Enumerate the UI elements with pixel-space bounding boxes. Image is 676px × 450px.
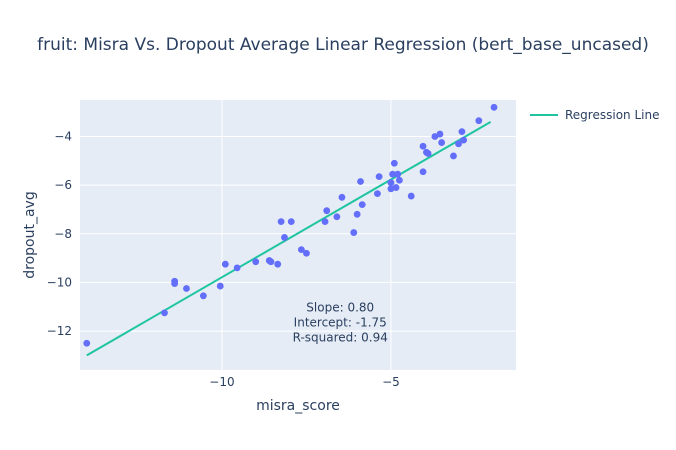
scatter-point [375, 173, 383, 181]
scatter-point [350, 229, 358, 236]
regression-line-layer [86, 121, 492, 357]
scatter-point [353, 210, 361, 218]
scatter-point [387, 185, 395, 193]
scatter-point [277, 218, 285, 226]
scatter-point [323, 207, 331, 215]
annotation-line: R-squared: 0.94 [293, 331, 388, 345]
regression-line [86, 121, 492, 357]
scatter-point [267, 258, 275, 266]
scatter-point [338, 193, 346, 201]
scatter-point [392, 184, 400, 191]
scatter-point [83, 339, 91, 347]
scatter-point [252, 258, 260, 266]
scatter-point [199, 292, 207, 300]
scatter-point [171, 280, 179, 288]
scatter-point [475, 117, 483, 125]
scatter-point [389, 170, 397, 178]
y-tick-label: −10 [47, 275, 72, 289]
scatter-point [303, 249, 310, 257]
y-tick-label: −4 [54, 129, 72, 143]
scatter-point [438, 139, 446, 146]
scatter-point [281, 234, 288, 241]
legend-label: Regression Line [565, 108, 659, 122]
scatter-point [321, 218, 329, 226]
chart-title: fruit: Misra Vs. Dropout Average Linear … [37, 35, 649, 55]
scatter-point [297, 246, 305, 253]
scatter-point [424, 150, 432, 157]
scatter-point [455, 140, 462, 148]
scatter-point [274, 260, 282, 268]
scatter-point [233, 264, 241, 272]
tick-labels: −12 −10 −8 −6 −4 −10 −5 [47, 129, 400, 389]
annotation-line: Slope: 0.80 [306, 301, 374, 315]
scatter-point [407, 192, 415, 200]
y-tick-label: −8 [54, 227, 72, 241]
scatter-point [374, 190, 381, 198]
scatter-point [431, 133, 439, 140]
scatter-point [460, 136, 468, 144]
scatter-point [216, 282, 224, 290]
x-axis-title: misra_score [256, 398, 340, 414]
scatter-point [161, 309, 168, 317]
scatter-point [387, 179, 395, 187]
y-tick-label: −6 [54, 178, 72, 192]
y-axis-title: dropout_avg [22, 191, 38, 278]
y-tick-label: −12 [47, 324, 72, 338]
scatter-point [419, 168, 427, 176]
legend[interactable]: Regression Line [530, 108, 659, 122]
scatter-point [419, 142, 427, 150]
scatter-point [183, 285, 190, 292]
scatter-point [333, 213, 341, 221]
scatter-point [357, 178, 364, 185]
scatter-points-layer [83, 103, 498, 347]
scatter-point [358, 201, 366, 208]
scatter-point [287, 218, 295, 226]
scatter-point [221, 260, 229, 268]
scatter-point [450, 152, 457, 160]
x-tick-label: −10 [209, 375, 234, 389]
scatter-point [390, 159, 398, 167]
scatter-point [458, 128, 466, 136]
scatter-point [490, 103, 498, 111]
x-tick-label: −5 [382, 375, 400, 389]
scatter-point [394, 170, 402, 178]
scatter-point [436, 130, 444, 138]
annotation-line: Intercept: -1.75 [294, 316, 387, 330]
scatter-point [395, 176, 403, 184]
